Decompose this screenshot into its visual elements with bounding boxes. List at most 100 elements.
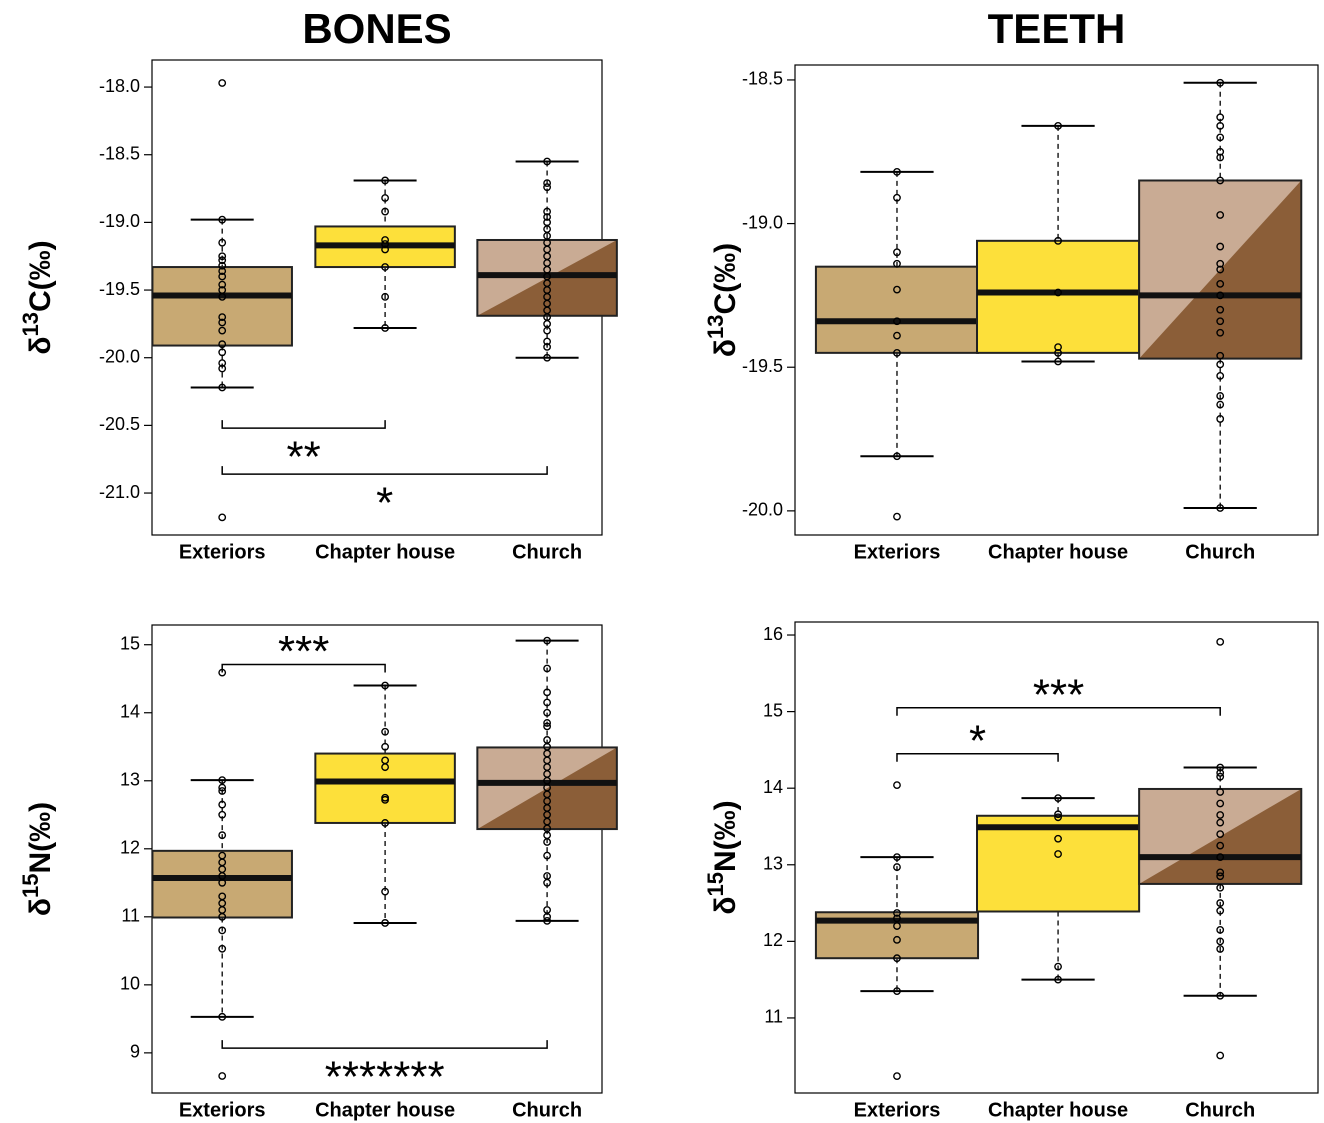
data-point — [893, 781, 901, 790]
y-tick-label: -20.0 — [99, 346, 140, 366]
x-tick-label: Exteriors — [179, 1099, 266, 1121]
data-point — [1216, 176, 1225, 185]
data-point — [893, 331, 901, 340]
data-point — [1216, 883, 1225, 892]
y-tick-label: -19.0 — [99, 211, 140, 231]
data-point — [1216, 400, 1225, 409]
significance-bracket — [896, 752, 1059, 762]
data-point — [1216, 78, 1225, 87]
data-point — [381, 742, 389, 751]
y-label-symbol: δ — [709, 896, 742, 914]
panel-title: TEETH — [988, 5, 1126, 52]
data-point — [218, 800, 227, 809]
y-tick-label: 13 — [763, 854, 783, 874]
data-point — [1216, 1051, 1225, 1060]
data-point — [1054, 794, 1062, 803]
x-tick-label: Church — [1185, 1099, 1255, 1121]
panel: BONES δ13C(‰) -18.0 -18.5 -19.0 -19.5 -20.0 -20… — [18, 5, 618, 563]
plot-frame — [794, 64, 1319, 536]
data-point — [218, 1012, 227, 1021]
y-tick-label: -19.0 — [742, 212, 783, 232]
data-point — [543, 342, 551, 351]
significance-bracket — [896, 707, 1221, 716]
x-tick-label: Exteriors — [854, 541, 941, 563]
significance-bracket — [221, 1040, 548, 1049]
data-point — [543, 851, 551, 860]
data-point — [1216, 991, 1225, 1000]
box — [977, 815, 1140, 912]
data-point — [1216, 351, 1225, 360]
data-point — [381, 207, 389, 216]
significance-label: *** — [1033, 670, 1084, 719]
data-point — [1216, 906, 1225, 915]
data-point — [1216, 113, 1225, 122]
data-point — [1054, 975, 1062, 984]
y-label-element: N(‰) — [709, 800, 742, 872]
y-label-element: N(‰) — [24, 802, 57, 874]
data-point — [218, 280, 227, 289]
data-point — [218, 261, 227, 270]
data-point — [893, 248, 901, 257]
y-tick-label: 16 — [763, 624, 783, 644]
data-point — [1216, 925, 1225, 934]
box — [815, 266, 979, 353]
data-point — [1216, 818, 1225, 827]
data-point — [218, 364, 227, 373]
significance-label: * — [376, 479, 393, 528]
y-label-symbol: δ — [709, 339, 742, 357]
data-point — [893, 909, 901, 917]
data-point — [893, 1072, 901, 1081]
significance-label: *** — [278, 627, 329, 676]
data-point — [1216, 153, 1225, 162]
data-point — [1216, 841, 1225, 850]
data-point — [381, 819, 389, 827]
y-tick-label: 14 — [120, 702, 140, 722]
y-tick-label: 9 — [130, 1042, 140, 1062]
x-tick-label: Church — [512, 541, 582, 563]
y-tick-label: -18.0 — [99, 76, 140, 96]
data-point — [1216, 211, 1225, 219]
data-point — [1216, 868, 1225, 877]
data-point — [543, 337, 551, 346]
y-tick-label: -18.5 — [99, 143, 140, 163]
data-point — [1216, 830, 1225, 839]
data-point — [893, 452, 901, 461]
data-point — [381, 194, 389, 202]
data-point — [543, 722, 551, 731]
y-tick-label: -21.0 — [99, 482, 140, 502]
box-shade — [1139, 788, 1302, 884]
data-point — [1216, 317, 1225, 326]
data-point — [543, 688, 551, 697]
data-point — [1216, 415, 1225, 423]
x-tick-label: Chapter house — [315, 541, 455, 563]
data-point — [218, 79, 227, 87]
panel-title: BONES — [302, 5, 451, 52]
box-outline — [814, 911, 980, 960]
data-point — [218, 513, 227, 522]
significance-bracket — [221, 466, 548, 475]
y-label-isotope: 15 — [18, 873, 43, 897]
data-point — [1216, 945, 1225, 953]
y-tick-label: 13 — [120, 770, 140, 790]
y-tick-label: 12 — [120, 838, 140, 858]
data-point — [893, 512, 901, 521]
data-point — [543, 353, 551, 362]
data-point — [1216, 853, 1225, 862]
y-label-symbol: δ — [24, 898, 57, 916]
box-outline — [314, 752, 456, 824]
data-point — [1054, 357, 1062, 366]
data-point — [893, 193, 901, 202]
data-point — [1054, 850, 1062, 858]
box-shade — [1139, 180, 1302, 359]
significance-label: ******* — [325, 1053, 445, 1102]
data-point — [543, 736, 551, 744]
data-point — [218, 267, 227, 276]
data-point — [218, 926, 227, 935]
box-outline — [151, 266, 293, 347]
data-point — [1054, 288, 1062, 297]
data-point — [218, 944, 227, 953]
y-tick-label: 15 — [120, 633, 140, 653]
data-point — [218, 215, 227, 224]
x-tick-label: Chapter house — [988, 1099, 1128, 1121]
box-outline — [476, 746, 618, 831]
